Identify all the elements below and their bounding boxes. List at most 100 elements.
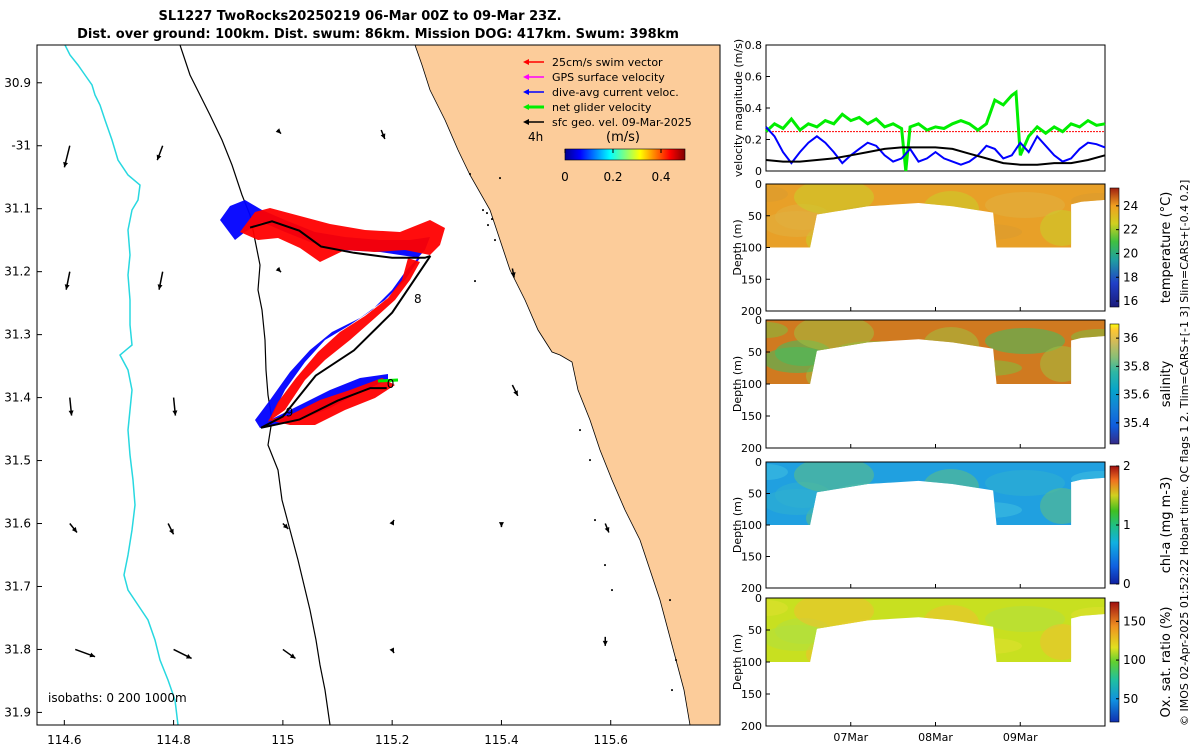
velocity-ylabel: velocity magnitude (m/s) — [732, 39, 745, 177]
geo-vector-arrow — [74, 648, 96, 658]
time-xtick-label: 07Mar — [833, 731, 868, 744]
map-ticks: 114.6 114.8 115 115.2 115.4 115.6 30.9 -31 31.1 3… — [4, 76, 628, 747]
chlorophyll-colorbar-label: 2 — [1123, 459, 1131, 473]
salinity-colorbar-label: 35.8 — [1123, 359, 1150, 373]
map-legend: 25cm/s swim vector GPS surface velocity di… — [523, 56, 692, 129]
velocity-panel: 0 0.2 0.4 0.6 0.8 velocity magnitude (m/s) — [732, 39, 1106, 178]
temperature-colorbar-label: 16 — [1123, 294, 1138, 308]
map-xtick-label: 114.8 — [156, 733, 190, 747]
chlorophyll-ytick-label: 200 — [741, 582, 762, 595]
legend-entry: 25cm/s swim vector — [523, 56, 663, 69]
velocity-series-line — [765, 126, 1106, 166]
geo-vector-arrow — [275, 128, 282, 135]
map-ytick-label: 31.9 — [4, 705, 31, 719]
chlorophyll-colorbar-label: 1 — [1123, 518, 1131, 532]
salinity-colorbar — [1109, 323, 1120, 445]
chlorophyll-panel: 0 50 100 150 200 Depth (m) 2 1 0 chl-a (mg m-3) — [731, 456, 1174, 595]
legend-arrowhead — [523, 104, 529, 110]
chlorophyll-ylabel: Depth (m) — [731, 497, 744, 553]
oxygen-colorbar-title: Ox. sat. ratio (%) — [1159, 607, 1174, 718]
geo-vector-arrow — [68, 397, 74, 416]
legend-arrowhead — [523, 119, 529, 125]
legend-arrowhead — [523, 74, 529, 80]
velocity-ytick-label: 0.4 — [745, 102, 763, 115]
geo-vector-arrow — [604, 523, 610, 533]
temperature-panel: 0 50 100 150 200 Depth (m) 24 22 20 18 16 temperatu… — [731, 178, 1174, 318]
legend-label: sfc geo. vel. 09-Mar-2025 — [552, 116, 692, 129]
day-marker-label: 0 — [387, 377, 395, 391]
chlorophyll-ytick-label: 100 — [741, 519, 762, 532]
temperature-ytick-label: 50 — [748, 210, 762, 223]
geo-vector-arrow — [282, 648, 296, 660]
salinity-colorbar-label: 36 — [1123, 331, 1138, 345]
velocity-series — [764, 89, 1106, 172]
chlorophyll-ytick-label: 0 — [755, 456, 762, 469]
geo-vector-arrow — [380, 129, 386, 140]
geo-vector-arrow — [156, 145, 164, 161]
oxygen-ytick-label: 100 — [741, 656, 762, 669]
chlorophyll-ytick-label: 50 — [748, 488, 762, 501]
glider-track-north — [249, 220, 431, 259]
geo-vectors — [63, 128, 610, 660]
velocity-ytick-label: 0.8 — [745, 39, 763, 52]
glider-track — [260, 255, 432, 429]
isobath-200m — [179, 45, 331, 725]
oxygen-ytick-label: 50 — [748, 624, 762, 637]
colorbar-units: (m/s) — [606, 130, 640, 145]
map-panel: 8 9 0 114.6 114.8 115 115.2 115.4 115.6 30.9 -31 3… — [4, 44, 721, 747]
temperature-ylabel: Depth (m) — [731, 219, 744, 275]
map-ytick-label: 31.6 — [4, 517, 31, 531]
map-ytick-label: 31.7 — [4, 579, 31, 593]
legend-label: dive-avg current veloc. — [552, 86, 679, 99]
temperature-colorbar-label: 22 — [1123, 223, 1138, 237]
legend-entry: dive-avg current veloc. — [523, 86, 679, 99]
temperature-colorbar-label: 18 — [1123, 270, 1138, 284]
velocity-ytick-label: 0.6 — [745, 71, 763, 84]
geo-vector-arrow — [389, 647, 395, 654]
net-glider-velocity — [377, 378, 399, 383]
land — [414, 45, 720, 725]
oxygen-colorbar — [1109, 601, 1120, 723]
temperature-colorbar — [1109, 187, 1120, 308]
track-swaths — [220, 200, 445, 428]
temperature-ytick-label: 100 — [741, 242, 762, 255]
speed-colorbar-ticks: 0 0.2 0.4 — [561, 149, 671, 184]
oxygen-ytick-label: 150 — [741, 688, 762, 701]
chlorophyll-colorbar-label: 0 — [1123, 577, 1131, 591]
geo-vector-arrow — [63, 145, 71, 168]
map-xtick-label: 115.4 — [484, 733, 518, 747]
isobath-1000m — [64, 45, 179, 725]
title-line-1: SL1227 TwoRocks20250219 06-Mar 00Z to 09… — [158, 9, 561, 24]
time-xtick-label: 08Mar — [918, 731, 953, 744]
temperature-colorbar-title: temperature (°C) — [1159, 192, 1174, 304]
oxygen-ytick-label: 0 — [755, 592, 762, 605]
map-ytick-label: -31 — [11, 139, 31, 153]
geo-vector-arrow — [389, 519, 395, 526]
geo-vector-arrow — [498, 522, 504, 528]
salinity-colorbar-label: 35.6 — [1123, 388, 1150, 402]
temperature-colorbar-label: 20 — [1123, 246, 1138, 260]
map-ytick-label: 31.8 — [4, 642, 31, 656]
geo-vector-arrow — [173, 648, 192, 660]
velocity-series-line — [764, 89, 1106, 172]
map-xtick-label: 115 — [271, 733, 294, 747]
day-marker-label: 8 — [414, 292, 422, 306]
salinity-ytick-label: 0 — [755, 314, 762, 327]
salinity-ytick-label: 200 — [741, 442, 762, 455]
legend-label: GPS surface velocity — [552, 71, 665, 84]
salinity-colorbar-title: salinity — [1159, 360, 1174, 407]
map-ytick-label: 31.5 — [4, 454, 31, 468]
temperature-ytick-label: 0 — [755, 178, 762, 191]
legend-arrowhead — [523, 59, 529, 65]
salinity-colorbar-label: 35.4 — [1123, 416, 1150, 430]
speed-colorbar-label: 0 — [561, 170, 569, 184]
temperature-ytick-label: 200 — [741, 305, 762, 318]
geo-vector-arrow — [64, 271, 71, 290]
oxygen-colorbar-label: 150 — [1123, 614, 1146, 628]
interval-label: 4h — [528, 130, 543, 144]
map-ytick-label: 31.3 — [4, 328, 31, 342]
legend-entry: GPS surface velocity — [523, 71, 665, 84]
